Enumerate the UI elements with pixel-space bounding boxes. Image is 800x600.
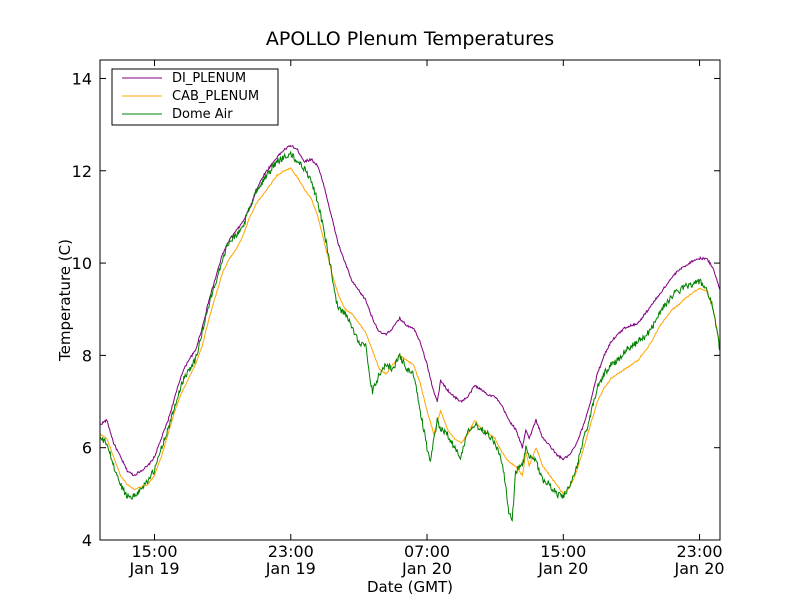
y-tick-label: 4 bbox=[82, 531, 92, 550]
x-tick-date-label: Jan 19 bbox=[128, 559, 179, 578]
series-layer bbox=[99, 144, 721, 522]
chart-title: APOLLO Plenum Temperatures bbox=[266, 28, 554, 50]
x-tick-date-label: Jan 20 bbox=[401, 559, 452, 578]
series-line-di-plenum bbox=[99, 144, 721, 477]
y-tick-label: 8 bbox=[82, 346, 92, 365]
x-tick-time-label: 15:00 bbox=[540, 542, 586, 561]
plot-area-frame bbox=[99, 59, 721, 541]
y-tick-label: 12 bbox=[72, 162, 92, 181]
y-tick-label: 10 bbox=[72, 254, 92, 273]
series-line-dome-air bbox=[99, 150, 721, 522]
legend-label-dome-air: Dome Air bbox=[172, 107, 233, 122]
x-tick-time-label: 07:00 bbox=[404, 542, 450, 561]
y-tick-label: 14 bbox=[72, 69, 92, 88]
x-axis-label: Date (GMT) bbox=[367, 578, 453, 596]
x-tick-date-label: Jan 20 bbox=[674, 559, 725, 578]
y-axis-label: Temperature (C) bbox=[56, 239, 74, 362]
legend: DI_PLENUM CAB_PLENUM Dome Air bbox=[111, 68, 279, 126]
legend-label-cab-plenum: CAB_PLENUM bbox=[172, 89, 259, 104]
x-tick-time-label: 23:00 bbox=[677, 542, 723, 561]
x-tick-time-label: 15:00 bbox=[131, 542, 177, 561]
series-line-cab-plenum bbox=[99, 167, 721, 495]
x-tick-date-label: Jan 19 bbox=[265, 559, 316, 578]
y-tick-label: 6 bbox=[82, 439, 92, 458]
x-tick-date-label: Jan 20 bbox=[537, 559, 588, 578]
x-tick-time-label: 23:00 bbox=[268, 542, 314, 561]
legend-label-di-plenum: DI_PLENUM bbox=[172, 71, 246, 86]
